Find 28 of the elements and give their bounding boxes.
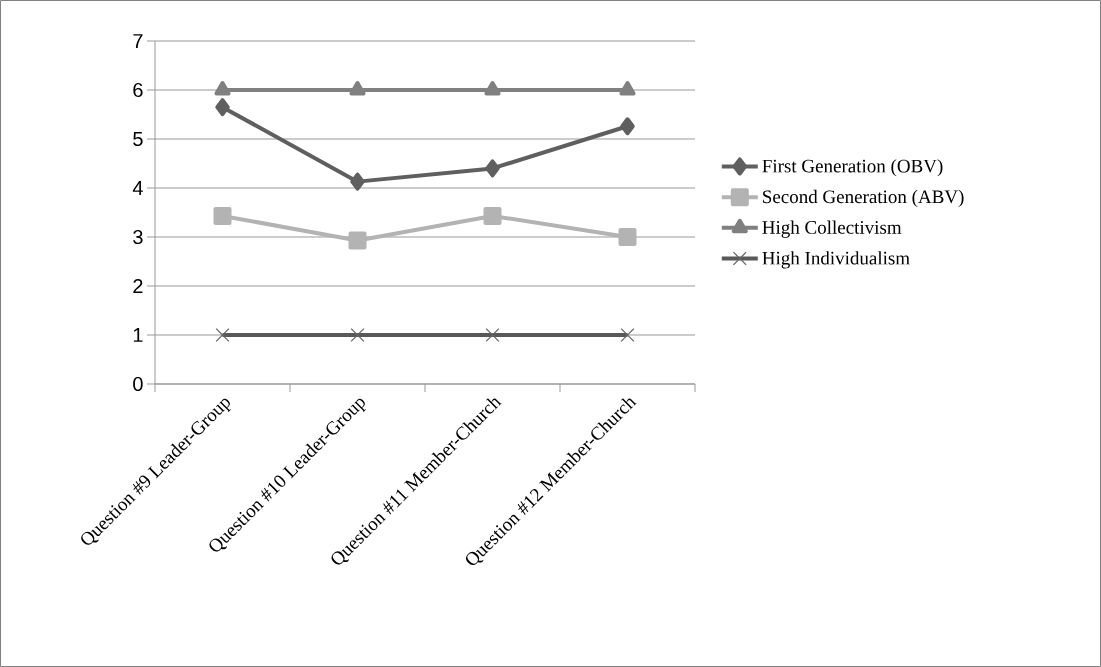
y-tick-label: 5: [133, 132, 143, 146]
y-tick-label: 0: [133, 376, 143, 392]
legend-label: First Generation (OBV): [762, 159, 943, 177]
point: [348, 231, 367, 250]
point: [484, 81, 501, 96]
legend-label: Second Generation (ABV): [763, 189, 964, 208]
legend-label: High Collectivism: [762, 220, 902, 238]
point: [483, 206, 502, 225]
point: [215, 98, 230, 117]
y-tick-label: 6: [133, 82, 143, 98]
point: [214, 81, 231, 96]
point: [215, 327, 230, 343]
y-tick-label: 1: [133, 328, 143, 342]
y-tick-label: 3: [133, 229, 143, 245]
point: [620, 117, 635, 136]
y-tick-label: 4: [132, 181, 143, 195]
point: [485, 327, 500, 343]
point: [350, 172, 365, 191]
point: [618, 228, 637, 246]
point: [349, 81, 366, 96]
point: [620, 327, 635, 343]
point: [350, 327, 365, 343]
legend-label: High Individualism: [762, 251, 910, 269]
point: [619, 81, 636, 96]
y-tick-label: 2: [133, 279, 143, 293]
y-tick-label: 7: [133, 34, 143, 48]
point: [485, 159, 500, 178]
point: [213, 206, 232, 225]
